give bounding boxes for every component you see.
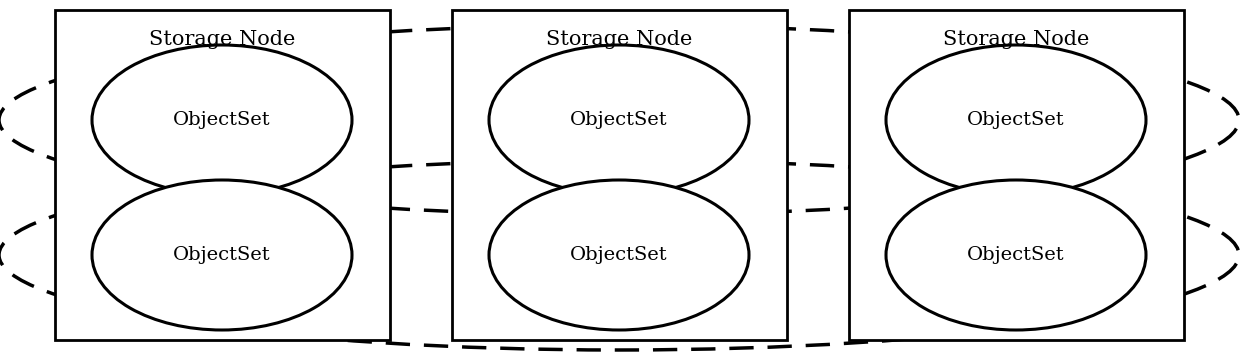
Text: ObjectSet: ObjectSet [967, 246, 1065, 264]
Ellipse shape [887, 180, 1146, 330]
Bar [453, 10, 787, 340]
Text: Storage Node: Storage Node [546, 30, 692, 49]
Text: ObjectSet: ObjectSet [174, 246, 270, 264]
Bar [55, 10, 391, 340]
Bar [849, 10, 1184, 340]
Ellipse shape [887, 45, 1146, 195]
Text: Storage Node: Storage Node [149, 30, 295, 49]
Text: ObjectSet: ObjectSet [570, 246, 668, 264]
Text: ObjectSet: ObjectSet [174, 111, 270, 129]
Text: ObjectSet: ObjectSet [570, 111, 668, 129]
Ellipse shape [489, 180, 749, 330]
Text: Storage Node: Storage Node [942, 30, 1089, 49]
Ellipse shape [489, 45, 749, 195]
Ellipse shape [92, 45, 352, 195]
Text: ObjectSet: ObjectSet [967, 111, 1065, 129]
Ellipse shape [92, 180, 352, 330]
